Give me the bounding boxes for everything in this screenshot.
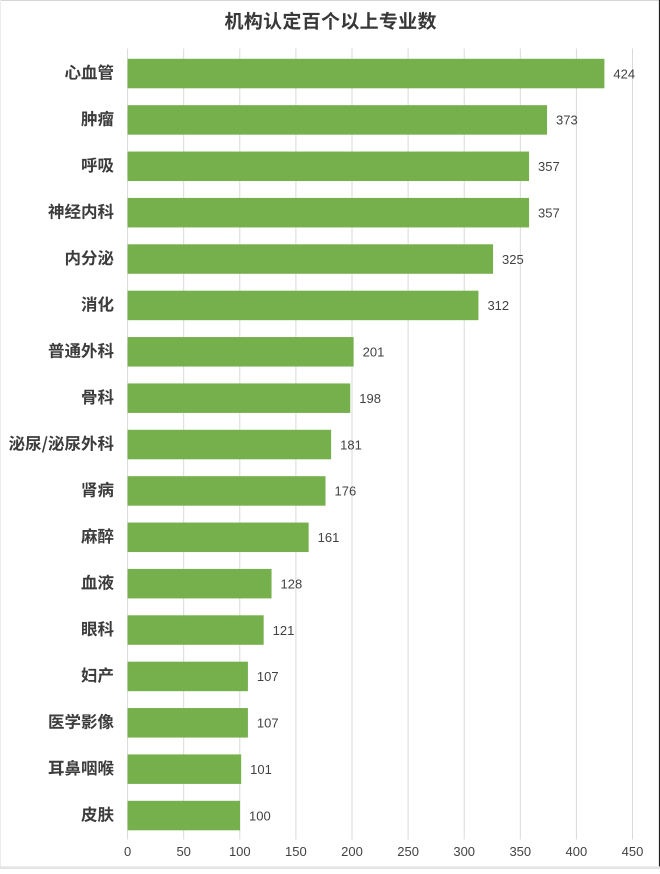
svg-text:357: 357	[538, 205, 560, 220]
svg-text:400: 400	[566, 844, 588, 859]
svg-text:150: 150	[285, 844, 307, 859]
svg-text:357: 357	[538, 159, 560, 174]
svg-text:101: 101	[250, 762, 272, 777]
svg-text:100: 100	[229, 844, 251, 859]
svg-text:107: 107	[257, 669, 279, 684]
svg-text:176: 176	[335, 484, 357, 499]
svg-text:121: 121	[273, 623, 295, 638]
svg-text:250: 250	[397, 844, 419, 859]
svg-text:325: 325	[502, 252, 524, 267]
svg-text:201: 201	[363, 345, 385, 360]
svg-text:107: 107	[257, 716, 279, 731]
svg-text:50: 50	[176, 844, 190, 859]
svg-text:0: 0	[124, 844, 131, 859]
svg-text:181: 181	[340, 437, 362, 452]
svg-text:200: 200	[341, 844, 363, 859]
svg-text:128: 128	[281, 576, 303, 591]
svg-text:300: 300	[453, 844, 475, 859]
svg-text:312: 312	[487, 298, 509, 313]
svg-text:100: 100	[249, 808, 271, 823]
svg-text:161: 161	[318, 530, 340, 545]
svg-text:373: 373	[556, 113, 578, 128]
svg-text:350: 350	[509, 844, 531, 859]
svg-text:450: 450	[622, 844, 644, 859]
svg-text:198: 198	[359, 391, 381, 406]
svg-text:424: 424	[613, 66, 635, 81]
